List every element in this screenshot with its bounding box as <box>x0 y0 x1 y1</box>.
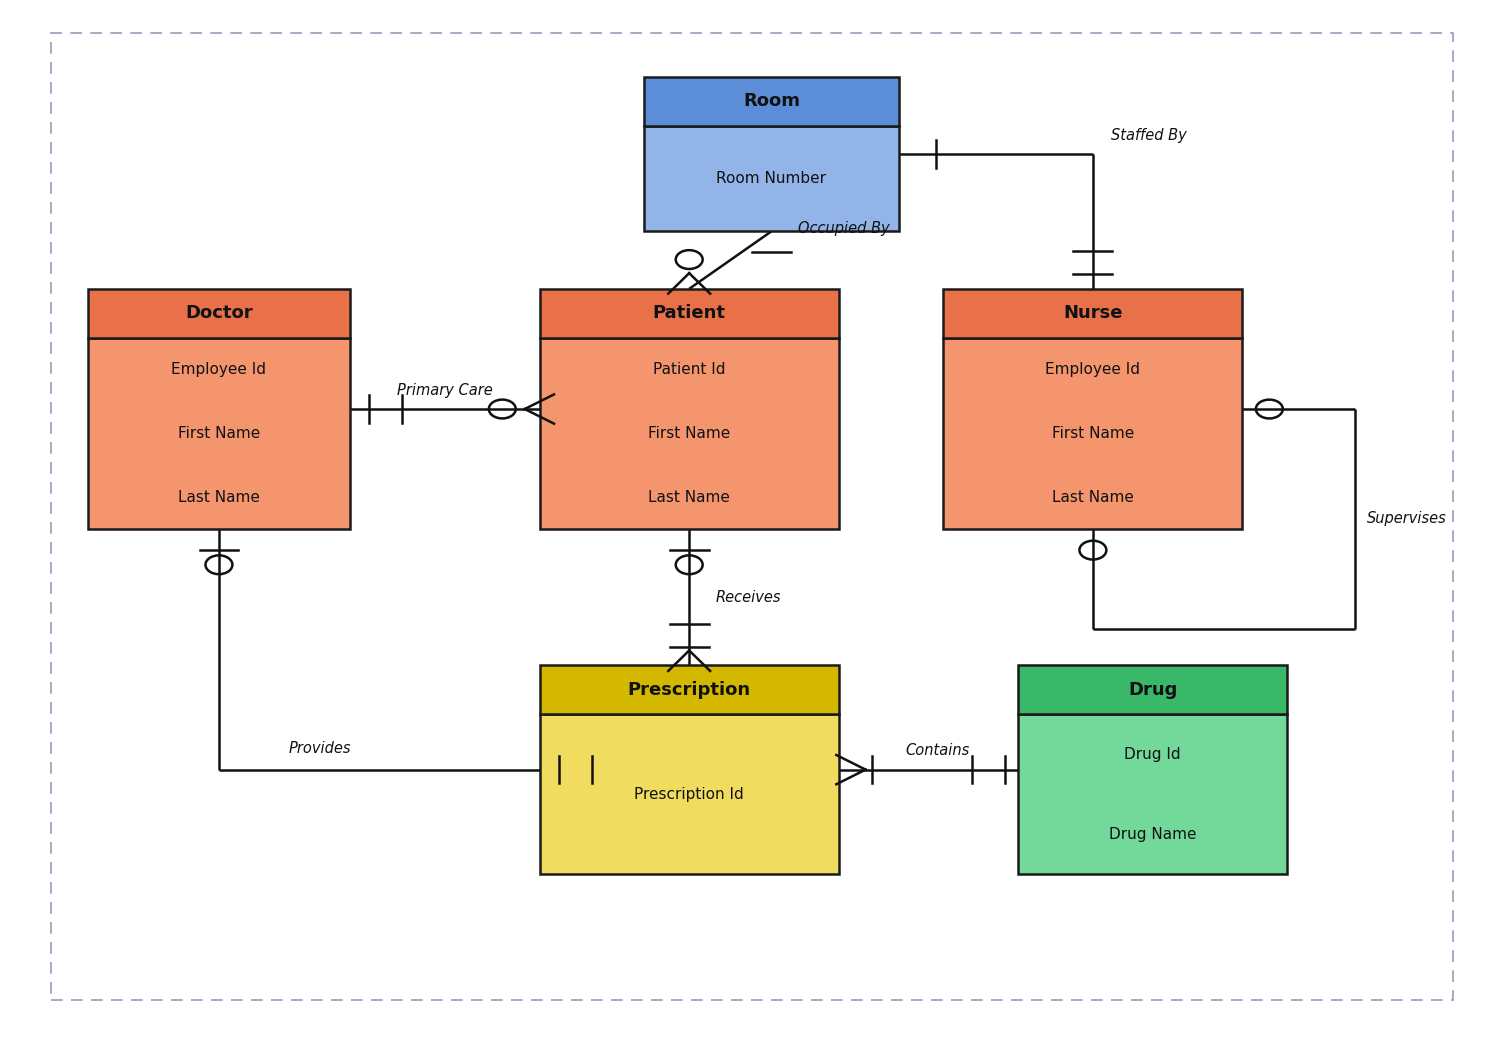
Text: Patient Id: Patient Id <box>653 363 725 377</box>
FancyBboxPatch shape <box>539 289 839 337</box>
Text: First Name: First Name <box>649 427 731 441</box>
Text: Staffed By: Staffed By <box>1112 128 1186 143</box>
Text: Supervises: Supervises <box>1366 511 1446 526</box>
Text: Prescription: Prescription <box>628 680 750 699</box>
FancyBboxPatch shape <box>539 665 839 715</box>
Text: Last Name: Last Name <box>1052 489 1134 505</box>
Text: Last Name: Last Name <box>649 489 730 505</box>
FancyBboxPatch shape <box>644 77 899 126</box>
Text: First Name: First Name <box>178 427 261 441</box>
Text: Patient: Patient <box>653 304 725 323</box>
Text: Drug Name: Drug Name <box>1109 827 1197 842</box>
Text: Provides: Provides <box>288 741 351 757</box>
Text: Occupied By: Occupied By <box>798 221 890 236</box>
Text: Drug: Drug <box>1128 680 1177 699</box>
FancyBboxPatch shape <box>1019 715 1287 874</box>
Text: Last Name: Last Name <box>178 489 259 505</box>
Text: Contains: Contains <box>905 743 969 759</box>
FancyBboxPatch shape <box>539 715 839 874</box>
FancyBboxPatch shape <box>88 337 349 529</box>
Text: Primary Care: Primary Care <box>397 383 493 397</box>
Text: Room Number: Room Number <box>716 171 827 187</box>
Text: Room: Room <box>743 92 800 110</box>
Text: Prescription Id: Prescription Id <box>634 787 745 802</box>
FancyBboxPatch shape <box>944 337 1242 529</box>
Text: First Name: First Name <box>1052 427 1134 441</box>
Text: Drug Id: Drug Id <box>1125 747 1180 762</box>
Text: Receives: Receives <box>716 590 782 605</box>
FancyBboxPatch shape <box>539 337 839 529</box>
FancyBboxPatch shape <box>944 289 1242 337</box>
Text: Nurse: Nurse <box>1064 304 1122 323</box>
Text: Employee Id: Employee Id <box>1046 363 1140 377</box>
FancyBboxPatch shape <box>88 289 349 337</box>
FancyBboxPatch shape <box>1019 665 1287 715</box>
Text: Doctor: Doctor <box>186 304 253 323</box>
Text: Employee Id: Employee Id <box>171 363 267 377</box>
FancyBboxPatch shape <box>644 126 899 232</box>
